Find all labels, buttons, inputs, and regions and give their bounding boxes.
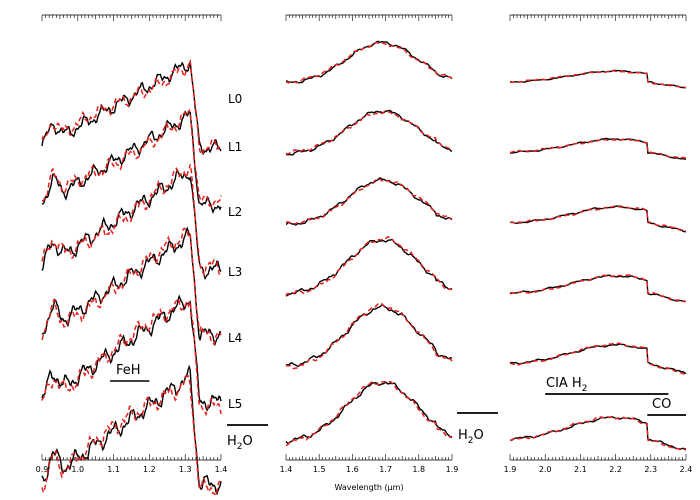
panel-K-tick-label: 2.3 <box>644 465 657 474</box>
panel-K-tick-label: 2.0 <box>539 465 552 474</box>
panel-K-tick-label: 2.1 <box>574 465 587 474</box>
panel-H-tick-label: 1.8 <box>412 465 425 474</box>
h2o-label-2-sub: 2 <box>468 436 474 446</box>
h2o-label-1: H2O <box>227 434 253 452</box>
spectrum-J-L1-dashed <box>42 109 222 209</box>
panel-H-tick-label: 1.6 <box>346 465 359 474</box>
spectrum-H-L4-dashed <box>285 302 453 370</box>
h2o-label-1-main: H <box>227 434 237 449</box>
panel-H-tick-label: 1.9 <box>446 465 459 474</box>
spectrum-J-L0-dashed <box>41 59 222 157</box>
spectrum-J-L3-dashed <box>41 227 222 346</box>
panel-K-tick-label: 2.4 <box>680 465 693 474</box>
panel-J-tick-label: 1.0 <box>71 465 84 474</box>
spectrum-J-L1-solid <box>42 110 222 214</box>
panel-H-tick-label: 1.7 <box>379 465 392 474</box>
spectrum-K-L4-solid <box>509 343 687 375</box>
spectrum-K-L4-dashed <box>509 342 687 376</box>
panel-J-tick-label: 1.2 <box>143 465 156 474</box>
spectrum-K-L0-dashed <box>510 69 687 89</box>
spectrum-H-L3-solid <box>285 238 453 297</box>
panel-K-tick-label: 1.9 <box>504 465 517 474</box>
panel-H-tick-label: 1.4 <box>280 465 293 474</box>
curves-layer <box>41 40 687 498</box>
cia-h2-label-main: CIA H <box>546 376 582 391</box>
panel-J-tick-label: 0.9 <box>36 465 49 474</box>
cia-h2-label: CIA H2 <box>546 376 587 394</box>
spectral-type-label-L1: L1 <box>228 140 242 154</box>
spectrum-H-L4-solid <box>285 304 453 368</box>
feh-label: FeH <box>116 363 141 378</box>
spectrum-J-L5-dashed <box>41 375 222 498</box>
panels-layer: 0.9 1.0 1.1 1.2 1.3 1.4 1.4 1.5 1.6 1.7 1.8 1.9 1.9 2… <box>36 14 693 474</box>
spectral-type-label-L5: L5 <box>228 397 242 411</box>
spectrum-H-L3-dashed <box>285 236 453 296</box>
spectrum-K-L2-dashed <box>509 205 687 232</box>
spectrum-K-L5-solid <box>509 416 687 451</box>
h2o-label-2: H2O <box>458 428 484 446</box>
panel-J-tick-label: 1.3 <box>179 465 192 474</box>
spectral-type-label-L2: L2 <box>228 205 242 219</box>
spectrum-H-L0-dashed <box>285 41 453 84</box>
spectrum-J-L2-solid <box>41 167 222 281</box>
spectrum-J-L2-dashed <box>41 164 222 277</box>
panel-H-tick-label: 1.5 <box>313 465 326 474</box>
h2o-label-1-sub: 2 <box>237 442 243 452</box>
spectrum-J-L4-dashed <box>41 296 222 417</box>
co-label: CO <box>652 397 671 412</box>
spectrum-K-L3-solid <box>509 274 687 303</box>
panel-J-tick-label: 1.1 <box>107 465 120 474</box>
spectrum-H-L5-dashed <box>285 380 453 447</box>
spectrum-K-L1-dashed <box>509 138 686 159</box>
spectral-type-label-L0: L0 <box>228 92 242 106</box>
x-axis-title: Wavelength (µm) <box>334 483 403 492</box>
spectrum-K-L3-dashed <box>509 274 687 303</box>
panel-K-tick-label: 2.2 <box>609 465 622 474</box>
spectrum-K-L5-dashed <box>509 415 687 451</box>
spectral-type-label-L4: L4 <box>228 331 242 345</box>
h2o-label-2-tail: O <box>474 428 484 443</box>
spectrum-J-L0-solid <box>41 61 222 156</box>
h2o-label-2-main: H <box>458 428 468 443</box>
spectrum-H-L1-dashed <box>285 110 453 155</box>
cia-h2-label-sub: 2 <box>582 384 588 394</box>
panel-J-tick-label: 1.4 <box>215 465 228 474</box>
labels-layer: L0 L1 L2 L3 L4 L5 FeH H2O H2O CIA H2 CO … <box>116 92 671 492</box>
spectrum-H-L2-dashed <box>286 178 453 226</box>
spectral-type-label-L3: L3 <box>228 265 242 279</box>
spectrum-K-L1-solid <box>509 137 687 160</box>
spectrum-H-L1-solid <box>285 109 453 156</box>
spectrum-H-L5-solid <box>285 381 452 445</box>
h2o-label-1-tail: O <box>243 434 253 449</box>
